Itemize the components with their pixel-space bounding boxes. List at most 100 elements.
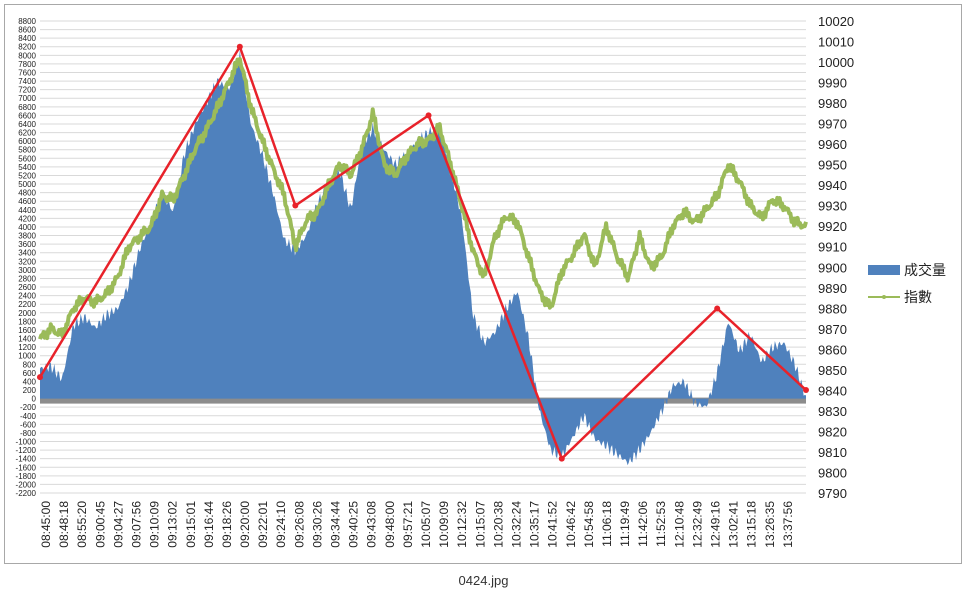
left-tick-label: 8400 <box>18 34 36 43</box>
left-tick-label: 3400 <box>18 249 36 258</box>
legend-marker-index <box>882 295 886 299</box>
right-axis-tick-labels: 10020 10010 10000 9990 9980 9970 9960 9950 9940 9… <box>818 14 854 501</box>
x-tick-label: 09:13:02 <box>166 501 180 548</box>
x-axis-tick-labels: 08:45:00 08:48:18 08:55:20 09:00:45 09:04:27… <box>39 501 795 548</box>
left-tick-label: 200 <box>23 386 37 395</box>
trend-vertex <box>803 387 809 394</box>
x-tick-label: 09:10:09 <box>148 501 162 548</box>
x-tick-label: 10:35:17 <box>528 501 542 548</box>
trend-vertex <box>236 43 243 50</box>
x-tick-label: 09:20:00 <box>238 501 252 548</box>
right-tick-label: 9960 <box>818 137 847 152</box>
left-tick-label: -1200 <box>16 446 37 455</box>
x-tick-label: 10:09:09 <box>437 501 451 548</box>
x-tick-label: 12:10:48 <box>672 501 686 548</box>
x-tick-label: 09:18:26 <box>220 501 234 548</box>
legend-label-index: 指數 <box>904 289 932 305</box>
left-tick-label: 5600 <box>18 154 36 163</box>
left-tick-label: 4600 <box>18 197 36 206</box>
right-tick-label: 9980 <box>818 96 847 111</box>
right-tick-label: 9900 <box>818 260 847 275</box>
trend-annotation-lines <box>37 43 809 462</box>
left-tick-label: -1400 <box>16 455 37 464</box>
x-tick-label: 13:02:41 <box>727 501 741 548</box>
x-tick-label: 08:55:20 <box>75 501 89 548</box>
left-tick-label: 8800 <box>18 17 36 26</box>
left-tick-label: 8200 <box>18 43 36 52</box>
image-caption: 0424.jpg <box>458 573 509 588</box>
left-tick-label: 3200 <box>18 257 36 266</box>
trend-vertex <box>37 374 43 381</box>
x-tick-label: 13:26:35 <box>763 501 777 548</box>
right-tick-label: 9800 <box>818 465 847 480</box>
right-tick-label: 9830 <box>818 404 847 419</box>
right-tick-label: 9810 <box>818 445 847 460</box>
zero-axis-band <box>40 397 806 404</box>
left-tick-label: 7600 <box>18 68 36 77</box>
left-tick-label: 8600 <box>18 26 36 35</box>
left-tick-label: 7000 <box>18 94 36 103</box>
trend-vertex <box>558 455 565 462</box>
left-tick-label: 7400 <box>18 77 36 86</box>
left-tick-label: 1600 <box>18 326 36 335</box>
left-tick-label: -2000 <box>16 480 37 489</box>
x-tick-label: 08:48:18 <box>57 501 71 548</box>
volume-area-series <box>40 49 806 466</box>
right-tick-label: 9840 <box>818 383 847 398</box>
right-tick-label: 9910 <box>818 240 847 255</box>
x-tick-label: 10:20:38 <box>491 501 505 548</box>
x-tick-label: 10:12:32 <box>455 501 469 548</box>
trend-vertex <box>292 202 299 209</box>
left-tick-label: 4400 <box>18 206 36 215</box>
left-tick-label: 1000 <box>18 352 36 361</box>
left-tick-label: 5800 <box>18 146 36 155</box>
legend: 成交量 指數 <box>868 262 946 305</box>
x-tick-label: 11:42:06 <box>636 501 650 547</box>
chart-frame <box>4 4 962 564</box>
left-tick-label: 6400 <box>18 120 36 129</box>
left-tick-label: 800 <box>23 360 37 369</box>
right-tick-label: 9850 <box>818 363 847 378</box>
left-tick-label: 7800 <box>18 60 36 69</box>
left-tick-label: -1000 <box>16 438 37 447</box>
left-tick-label: 4200 <box>18 214 36 223</box>
right-tick-label: 9890 <box>818 281 847 296</box>
left-tick-label: 1200 <box>18 343 36 352</box>
left-tick-label: 0 <box>32 395 37 404</box>
x-tick-label: 10:05:07 <box>419 501 433 548</box>
x-tick-label: 12:32:49 <box>690 501 704 548</box>
x-tick-label: 12:49:16 <box>709 501 723 548</box>
left-tick-label: 5200 <box>18 171 36 180</box>
legend-swatch-volume <box>868 265 900 275</box>
left-tick-label: -1800 <box>16 472 37 481</box>
left-tick-label: 8000 <box>18 51 36 60</box>
trend-vertex <box>714 305 721 312</box>
left-tick-label: 2800 <box>18 274 36 283</box>
x-tick-label: 09:30:26 <box>310 501 324 548</box>
left-tick-label: -600 <box>20 420 37 429</box>
x-tick-label: 09:57:21 <box>401 501 415 548</box>
left-tick-label: 600 <box>23 369 37 378</box>
left-tick-label: 6200 <box>18 129 36 138</box>
x-tick-label: 10:32:24 <box>509 501 523 548</box>
x-tick-label: 09:40:25 <box>347 501 361 548</box>
index-line <box>38 57 808 341</box>
x-tick-label: 11:19:49 <box>618 501 632 547</box>
left-tick-label: 2200 <box>18 300 36 309</box>
left-tick-label: 6800 <box>18 103 36 112</box>
right-tick-label: 9930 <box>818 199 847 214</box>
right-tick-label: 9940 <box>818 178 847 193</box>
volume-area <box>40 49 806 466</box>
index-line-series <box>38 57 808 341</box>
left-tick-label: 3800 <box>18 232 36 241</box>
left-tick-label: 5400 <box>18 163 36 172</box>
left-tick-label: 3600 <box>18 240 36 249</box>
right-tick-label: 9920 <box>818 219 847 234</box>
x-tick-label: 10:41:52 <box>546 501 560 548</box>
x-tick-label: 09:34:44 <box>329 501 343 548</box>
right-tick-label: 10020 <box>818 14 854 29</box>
x-tick-label: 09:00:45 <box>93 501 107 548</box>
left-tick-label: 7200 <box>18 86 36 95</box>
left-tick-label: 4800 <box>18 189 36 198</box>
x-tick-label: 09:15:01 <box>184 501 198 548</box>
